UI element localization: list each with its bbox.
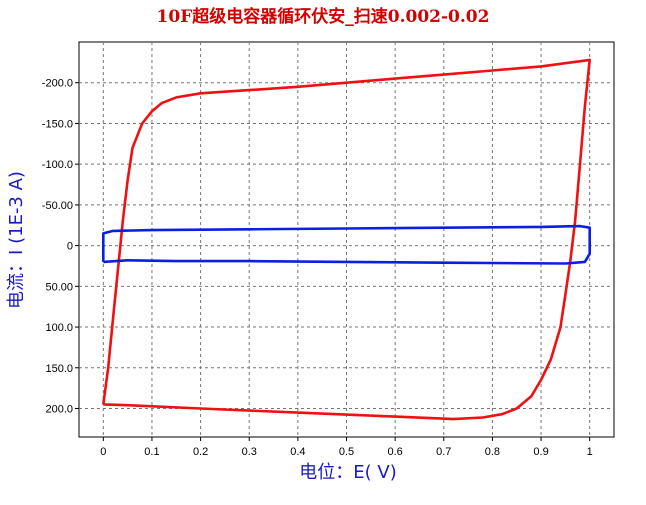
x-tick-label: 0.3 [242,446,257,458]
x-tick-label: 1 [587,446,593,458]
y-tick-label: -150.0 [42,118,73,130]
y-tick-label: -100.0 [42,159,73,171]
y-tick-label: 0 [67,241,73,253]
plot-frame [78,41,615,438]
y-tick-label: -50.00 [42,200,73,212]
gridlines [79,42,614,437]
x-tick-label: 0.1 [144,446,159,458]
x-tick-label: 0.5 [339,446,354,458]
x-tick-label: 0.6 [387,446,402,458]
series-line-1 [102,58,591,421]
y-tick-label: 150.0 [45,363,73,375]
y-tick-label: -200.0 [42,78,73,90]
x-tick-label: 0 [100,446,106,458]
x-tick-label: 0.2 [193,446,208,458]
series-line-2 [102,224,591,265]
y-tick-label: 100.0 [45,322,73,334]
x-tick-label: 0.8 [485,446,500,458]
chart-title: 10F超级电容器循环伏安_扫速0.002-0.02 [157,6,490,27]
y-tick-label: 50.00 [45,281,73,293]
y-axis-label: 电流：I (1E-3 A) [6,171,27,309]
y-axis: -200.0 -150.0 -100.0 -50.00 0 50.00 100.0 150.0… [42,78,79,415]
x-axis: 0 0.1 0.2 0.3 0.4 0.5 0.6 0.7 0.8 0.9 1 [100,437,593,458]
x-axis-label: 电位：E( V) [299,462,396,483]
x-tick-label: 0.9 [533,446,548,458]
x-tick-label: 0.4 [290,446,305,458]
x-tick-label: 0.7 [436,446,451,458]
y-tick-label: 200.0 [45,403,73,415]
series-group [102,58,591,421]
